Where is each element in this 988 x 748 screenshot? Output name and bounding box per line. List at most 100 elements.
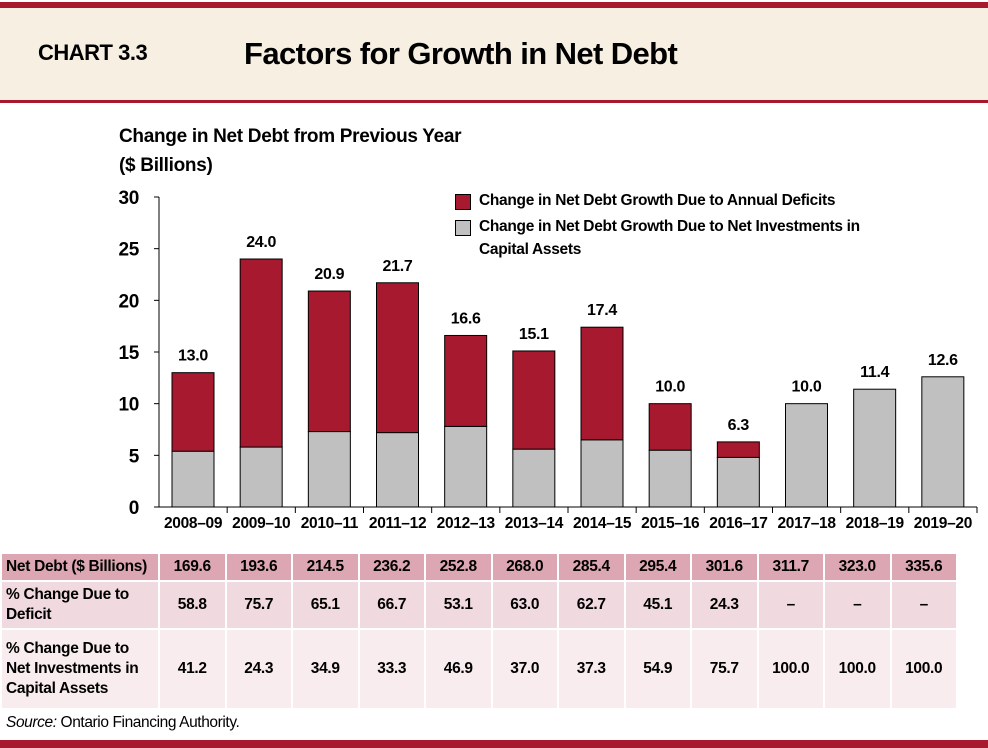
table-cell: 301.6 [690, 552, 759, 582]
table-cell: 37.0 [490, 628, 559, 710]
table-cell: 75.7 [224, 580, 293, 630]
y-tick-label: 0 [129, 498, 139, 519]
table-cell: 323.0 [823, 552, 892, 582]
bar-total-label: 15.1 [519, 326, 549, 343]
x-tick-label: 2019–20 [914, 515, 972, 532]
x-tick-label: 2010–11 [301, 515, 359, 532]
legend-item-deficit: Change in Net Debt Growth Due to Annual … [455, 192, 860, 210]
x-tick-label: 2015–16 [641, 515, 700, 532]
bar-deficit [171, 372, 215, 452]
source-note: Source: Ontario Financing Authority. [6, 714, 240, 732]
data-table: Net Debt ($ Billions) 169.6 193.6 214.5 236… [0, 552, 958, 710]
table-cell: 66.7 [357, 580, 426, 630]
x-tick-label: 2008–09 [164, 515, 223, 532]
bar-deficit [239, 258, 283, 448]
legend: Change in Net Debt Growth Due to Annual … [455, 192, 860, 269]
legend-swatch-deficit [455, 194, 471, 210]
bar-chart: 0 5 10 15 20 25 30 13.0 2008–09 24.0 2009–10 20.9 20… [118, 188, 978, 532]
bar-deficit [512, 350, 556, 450]
table-cell: 295.4 [623, 552, 692, 582]
bar-total-label: 17.4 [587, 302, 617, 319]
legend-label-capital: Change in Net Debt Growth Due to Net Inv… [479, 215, 860, 261]
y-tick-label: 20 [118, 291, 139, 312]
table-cell: 100.0 [889, 628, 958, 710]
bar-capital [648, 449, 692, 508]
x-tick-label: 2018–19 [846, 515, 905, 532]
bar-total-label: 21.7 [383, 258, 413, 275]
y-tick-label: 30 [118, 188, 139, 209]
table-cell: 75.7 [690, 628, 759, 710]
table-cell: 58.8 [158, 580, 227, 630]
bar-capital [171, 450, 215, 508]
source-text: Ontario Financing Authority. [56, 714, 240, 731]
y-tick-label: 5 [129, 446, 140, 467]
chart-header [0, 8, 988, 100]
x-tick-label: 2009–10 [232, 515, 290, 532]
table-row-capital-pct: % Change Due to Net Investments in Capital… [0, 628, 958, 710]
table-cell: – [889, 580, 958, 630]
bar-deficit [580, 326, 624, 441]
x-tick-label: 2017–18 [777, 515, 836, 532]
table-cell: 100.0 [823, 628, 892, 710]
bar-capital [444, 425, 488, 508]
table-cell: 311.7 [756, 552, 825, 582]
legend-item-capital: Change in Net Debt Growth Due to Net Inv… [455, 218, 860, 261]
y-tick-label: 25 [118, 240, 139, 261]
bar-total-label: 16.6 [451, 310, 481, 327]
bar-total-label: 11.4 [860, 364, 889, 381]
table-cell: 54.9 [623, 628, 692, 710]
legend-label-deficit: Change in Net Debt Growth Due to Annual … [479, 192, 836, 209]
bar-capital [580, 439, 624, 508]
source-label: Source: [6, 714, 57, 731]
y-tick-label: 10 [118, 395, 139, 416]
bar-total-label: 10.0 [792, 379, 822, 396]
bar-deficit [648, 403, 692, 451]
bar-deficit [307, 290, 351, 433]
bar-total-label: 20.9 [314, 266, 344, 283]
bar-capital [921, 376, 965, 508]
table-cell: 285.4 [557, 552, 626, 582]
table-cell: 100.0 [756, 628, 825, 710]
chart-title: Factors for Growth in Net Debt [244, 36, 678, 71]
y-tick-label: 15 [118, 343, 139, 364]
chart-number: CHART 3.3 [38, 40, 148, 65]
bar-capital [307, 431, 351, 508]
table-cell: – [756, 580, 825, 630]
row-label: % Change Due to Deficit [0, 580, 160, 630]
table-cell: 252.8 [424, 552, 493, 582]
bottom-accent-bar [0, 740, 988, 748]
table-cell: 268.0 [490, 552, 559, 582]
table-cell: 46.9 [424, 628, 493, 710]
bar-total-label: 24.0 [246, 234, 276, 251]
row-label: % Change Due to Net Investments in Capital… [0, 628, 160, 710]
bar-total-label: 13.0 [178, 348, 208, 365]
table-cell: – [823, 580, 892, 630]
bar-deficit [444, 334, 488, 427]
table-cell: 236.2 [357, 552, 426, 582]
table-cell: 45.1 [623, 580, 692, 630]
table-cell: 34.9 [291, 628, 360, 710]
bar-capital [853, 388, 897, 508]
table-cell: 37.3 [557, 628, 626, 710]
legend-label-capital-line2: Capital Assets [479, 241, 582, 258]
bar-deficit [376, 282, 419, 434]
table-row-deficit-pct: % Change Due to Deficit 58.8 75.7 65.1 66.7 5… [0, 580, 958, 630]
bar-total-label: 12.6 [928, 352, 958, 369]
header-divider [0, 100, 988, 103]
bar-deficit [716, 441, 760, 458]
table-cell: 53.1 [424, 580, 493, 630]
table-cell: 33.3 [357, 628, 426, 710]
legend-swatch-capital [455, 220, 471, 236]
table-cell: 65.1 [291, 580, 360, 630]
y-axis-title: Change in Net Debt from Previous Year ($… [119, 122, 462, 180]
x-tick-label: 2011–12 [369, 515, 426, 532]
table-row-net-debt: Net Debt ($ Billions) 169.6 193.6 214.5 236… [0, 552, 958, 582]
bar-capital [716, 456, 760, 508]
table-cell: 41.2 [158, 628, 227, 710]
bar-total-label: 6.3 [728, 417, 750, 434]
x-tick-label: 2012–13 [437, 515, 496, 532]
table-cell: 24.3 [224, 628, 293, 710]
table-cell: 63.0 [490, 580, 559, 630]
row-label: Net Debt ($ Billions) [0, 552, 160, 582]
table-cell: 335.6 [889, 552, 958, 582]
